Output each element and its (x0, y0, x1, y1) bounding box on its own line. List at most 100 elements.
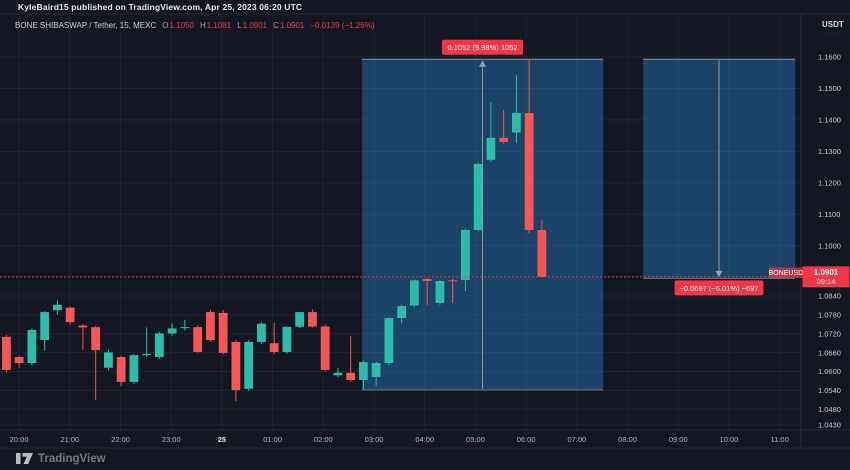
price-tick-label: 1.0480 (818, 405, 841, 414)
time-tick-label: 02:00 (314, 435, 333, 444)
candle-up (486, 137, 496, 160)
candle-down (308, 312, 317, 327)
axis-dots: ····· (822, 30, 841, 37)
candle-down (206, 312, 215, 341)
ohlc-values: O 1.1050 H 1.1081 L 1.0901 C 1.0901 (162, 21, 304, 30)
symbol-tag-bg (769, 267, 807, 278)
candle-up (142, 353, 152, 356)
axis-currency-label: USDT (822, 20, 844, 29)
candle-up (397, 306, 407, 319)
footer: TradingView (16, 452, 106, 465)
candle-down (422, 279, 432, 281)
time-tick-label: 04:00 (415, 435, 434, 444)
candle-down (193, 327, 203, 353)
candle-down (218, 313, 228, 353)
candle-down (91, 327, 101, 351)
candle-up (512, 112, 521, 133)
candle-down (537, 229, 547, 277)
last-price-value: 1.0901 (814, 268, 839, 277)
tradingview-logo-icon[interactable] (16, 452, 33, 465)
candle-up (295, 312, 305, 327)
candle-up (384, 318, 394, 364)
bar-countdown: 09:14 (817, 277, 836, 286)
measure-label-text: 0.1052 (9.98%) 1052 (447, 43, 517, 52)
price-tick-label: 1.0540 (818, 386, 841, 395)
price-tick-label: 1.0600 (818, 367, 841, 376)
time-tick-label: 10:00 (720, 435, 739, 444)
candle-up (244, 341, 254, 389)
candle-down (65, 307, 75, 323)
price-line-symbol-tag: BONEUSDT (769, 267, 809, 278)
price-tick-label: 1.1600 (818, 53, 841, 62)
candle-down (269, 343, 279, 353)
candle-down (2, 336, 11, 370)
candle-up (410, 280, 419, 306)
ohlc-pair: L 1.0901 (237, 21, 268, 30)
frame-borders (0, 13, 850, 449)
candle-up (371, 363, 381, 377)
ohlc-pair: O 1.1050 (162, 21, 194, 30)
grid (0, 14, 801, 430)
candle-down (448, 280, 458, 282)
price-tick-label: 1.0780 (818, 311, 841, 320)
price-tick-label: 1.0840 (818, 292, 841, 301)
candle-down (14, 357, 24, 364)
candle-up (435, 280, 445, 303)
time-tick-label: 22:00 (111, 435, 130, 444)
measure-label-bg (674, 280, 764, 296)
time-tick-label: 07:00 (567, 435, 586, 444)
ohlc-pair: C 1.0901 (273, 21, 305, 30)
candle-up (473, 163, 483, 230)
price-tick-label: 1.1200 (818, 179, 841, 188)
measure-label-bg (441, 39, 524, 55)
last-price-tag-bg (802, 266, 850, 288)
time-tick-label: 20:00 (10, 435, 29, 444)
price-axis[interactable]: 1.1600 1.1500 1.1400 1.1300 1.1200 1.1100 1.10… (818, 20, 844, 430)
candle-up (27, 329, 37, 364)
measure-label: −0.0697 (−6.01%) −697 (674, 280, 764, 296)
time-tick-label: 08:00 (618, 435, 637, 444)
time-tick-label: 25 (218, 435, 226, 444)
price-tick-label: 1.0430 (818, 421, 841, 430)
candle-up (461, 229, 470, 280)
candle-down (78, 325, 88, 328)
candle-up (129, 355, 139, 382)
candle-down (231, 341, 241, 391)
time-tick-label: 23:00 (162, 435, 181, 444)
candles (2, 59, 547, 402)
time-tick-label: 05:00 (466, 435, 485, 444)
candle-down (524, 112, 534, 230)
time-tick-label: 11:00 (771, 435, 789, 444)
candle-up (104, 352, 113, 368)
candle-up (359, 362, 368, 380)
candle-up (40, 312, 50, 341)
measure-label-text: −0.0697 (−6.01%) −697 (679, 284, 758, 293)
time-axis[interactable]: 20:00 21:00 22:00 23:00 25 01:00 02:00 03:00 04:… (10, 435, 789, 444)
tradingview-wordmark[interactable]: TradingView (38, 452, 106, 465)
time-tick-label: 01:00 (263, 435, 282, 444)
symbol-tag-text: BONEUSDT (769, 270, 809, 277)
candle-up (257, 323, 266, 342)
price-tick-label: 1.1500 (818, 84, 841, 93)
measure-tools (362, 58, 795, 391)
chart-legend: BONE SHIBASWAP / Tether, 15, MEXC O 1.105… (15, 21, 374, 30)
candle-up (282, 326, 292, 353)
symbol-title[interactable]: BONE SHIBASWAP / Tether, 15, MEXC (15, 21, 157, 30)
time-tick-label: 21:00 (60, 435, 79, 444)
price-tick-label: 1.1300 (818, 147, 841, 156)
price-tick-label: 1.1000 (818, 241, 841, 250)
time-tick-label: 03:00 (365, 435, 384, 444)
candle-up (180, 327, 190, 329)
ohlc-pair: H 1.1081 (199, 21, 232, 30)
time-tick-label: 06:00 (517, 435, 536, 444)
time-tick-label: 09:00 (669, 435, 688, 444)
byline: KyleBaird15 published on TradingView.com… (18, 2, 303, 12)
candle-down (499, 137, 509, 142)
price-tick-label: 1.1400 (818, 116, 841, 125)
change-value: −0.0139 (−1.26%) (310, 21, 375, 30)
candle-down (346, 372, 356, 380)
candle-down (320, 326, 330, 370)
